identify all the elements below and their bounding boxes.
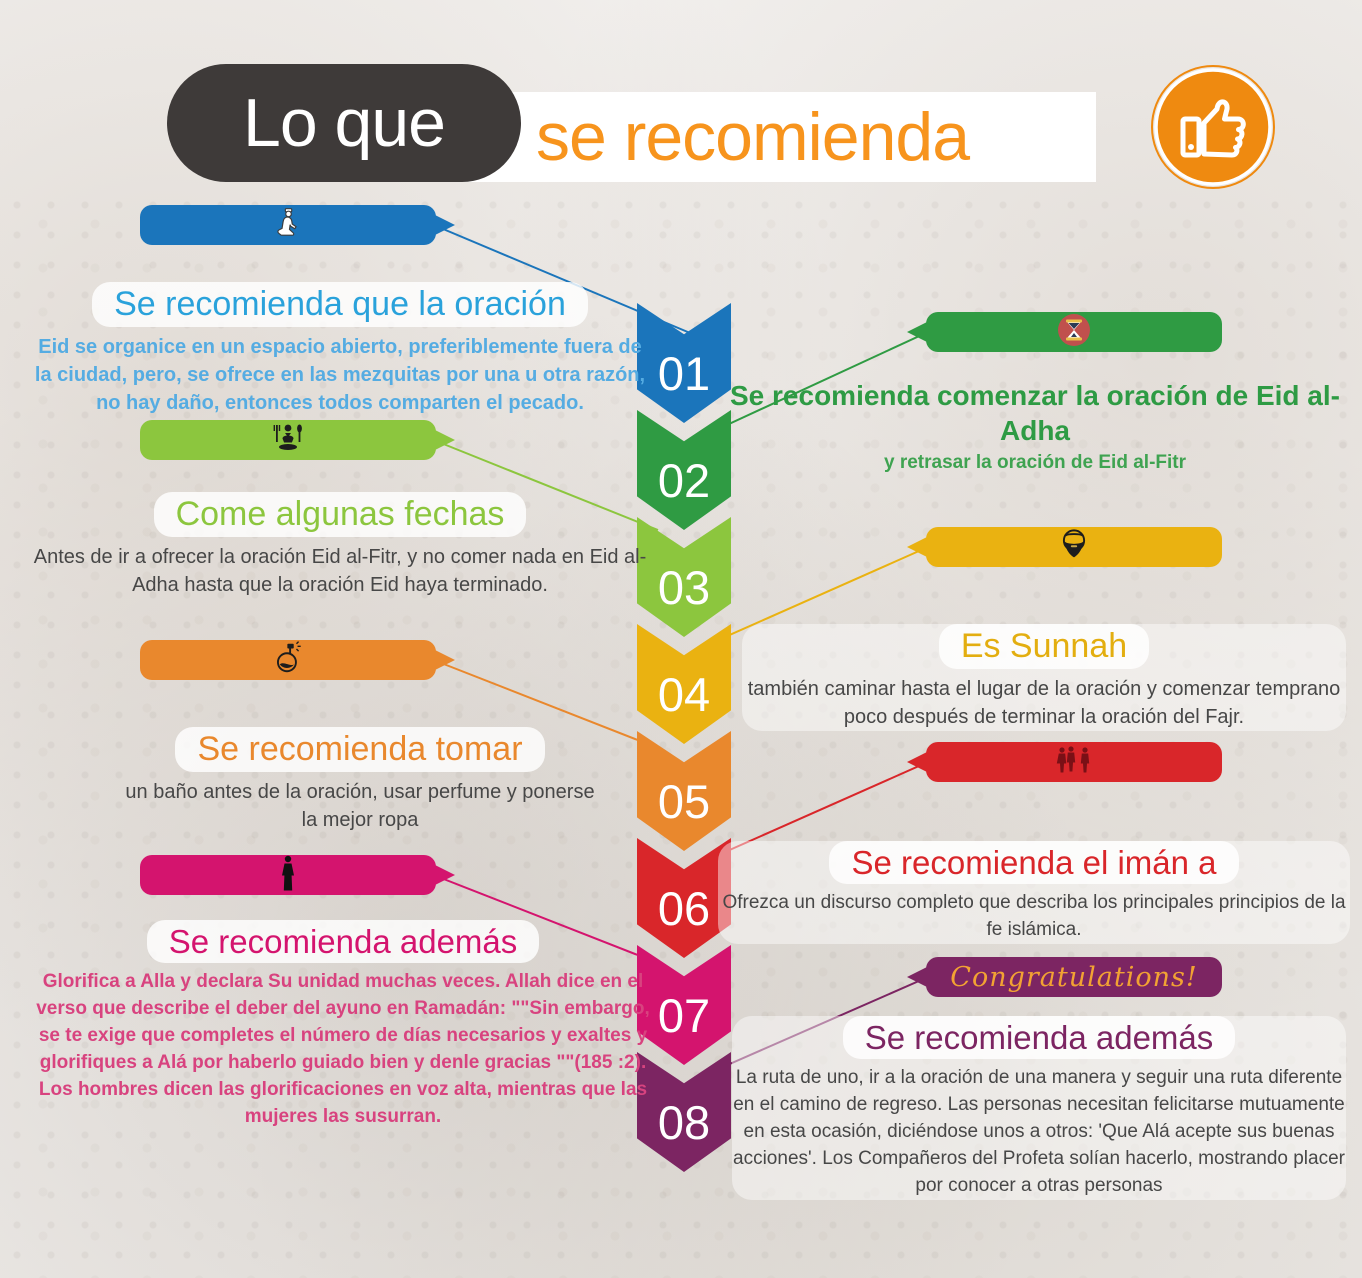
step1-chevron: 01 xyxy=(637,303,731,423)
step4-text: Es Sunnah también caminar hasta el lugar… xyxy=(742,624,1346,732)
step3-number: 03 xyxy=(657,560,711,614)
step4-bar xyxy=(926,527,1222,567)
step1-bar xyxy=(140,205,436,245)
praying-person-icon xyxy=(271,206,305,245)
step2-heading: Se recomienda comenzar la oración de Eid… xyxy=(730,380,1340,446)
step1-text: Se recomienda que la oración Eid se orga… xyxy=(30,282,650,418)
title-right: se recomienda xyxy=(536,99,970,175)
step4-chevron: 04 xyxy=(637,624,731,744)
step1-number: 01 xyxy=(657,346,711,400)
step8-number: 08 xyxy=(657,1095,711,1149)
standing-person-icon xyxy=(277,855,299,896)
step5-heading: Se recomienda tomar xyxy=(175,727,545,772)
step6-heading: Se recomienda el imán a xyxy=(829,841,1239,885)
step5-text: Se recomienda tomar un baño antes de la … xyxy=(118,727,602,834)
step4-body: también caminar hasta el lugar de la ora… xyxy=(747,677,1341,728)
bearded-man-icon xyxy=(1056,527,1092,568)
step4-heading: Es Sunnah xyxy=(938,624,1150,669)
step3-heading: Come algunas fechas xyxy=(153,492,527,537)
perfume-bottle-icon xyxy=(270,640,306,681)
step3-text: Come algunas fechas Antes de ir a ofrece… xyxy=(30,492,650,599)
title-pill: Lo que xyxy=(167,64,521,182)
step6-bar xyxy=(926,742,1222,782)
step5-body: un baño antes de la oración, usar perfum… xyxy=(125,780,595,831)
step7-heading: Se recomienda además xyxy=(146,920,540,964)
step8-body: La ruta de uno, ir a la oración de una m… xyxy=(733,1067,1345,1197)
step2-chevron: 02 xyxy=(637,410,731,530)
step2-subheading: y retrasar la oración de Eid al-Fitr xyxy=(884,452,1186,473)
title-left: Lo que xyxy=(243,85,446,161)
step7-bar xyxy=(140,855,436,895)
step6-body: Ofrezca un discurso completo que describ… xyxy=(722,892,1346,941)
step2-number: 02 xyxy=(657,453,711,507)
eating-person-icon xyxy=(268,421,308,460)
step3-chevron: 03 xyxy=(637,517,731,637)
congregation-icon xyxy=(1052,743,1096,782)
step8-text: Se recomienda además La ruta de uno, ir … xyxy=(732,1016,1346,1201)
step8-heading: Se recomienda además xyxy=(842,1016,1236,1060)
step1-heading: Se recomienda que la oración xyxy=(92,282,588,327)
step8-bar: Congratulations! xyxy=(926,957,1222,997)
hourglass-icon xyxy=(1056,312,1092,353)
step5-bar xyxy=(140,640,436,680)
step2-text: Se recomienda comenzar la oración de Eid… xyxy=(726,378,1344,474)
step5-chevron: 05 xyxy=(637,731,731,851)
step4-number: 04 xyxy=(657,667,711,721)
step2-bar xyxy=(926,312,1222,352)
step6-text: Se recomienda el imán a Ofrezca un discu… xyxy=(718,841,1350,945)
thumbs-up-icon xyxy=(1150,64,1276,190)
step3-body: Antes de ir a ofrecer la oración Eid al-… xyxy=(33,545,647,596)
step3-bar xyxy=(140,420,436,460)
step1-body: Eid se organice en un espacio abierto, p… xyxy=(34,335,646,415)
step7-body: Glorifica a Alla y declara Su unidad muc… xyxy=(36,971,650,1128)
congratulations-text: Congratulations! xyxy=(950,961,1198,993)
step7-number: 07 xyxy=(657,988,711,1042)
step7-text: Se recomienda además Glorifica a Alla y … xyxy=(34,920,652,1131)
step5-number: 05 xyxy=(657,774,711,828)
step6-number: 06 xyxy=(657,881,711,935)
